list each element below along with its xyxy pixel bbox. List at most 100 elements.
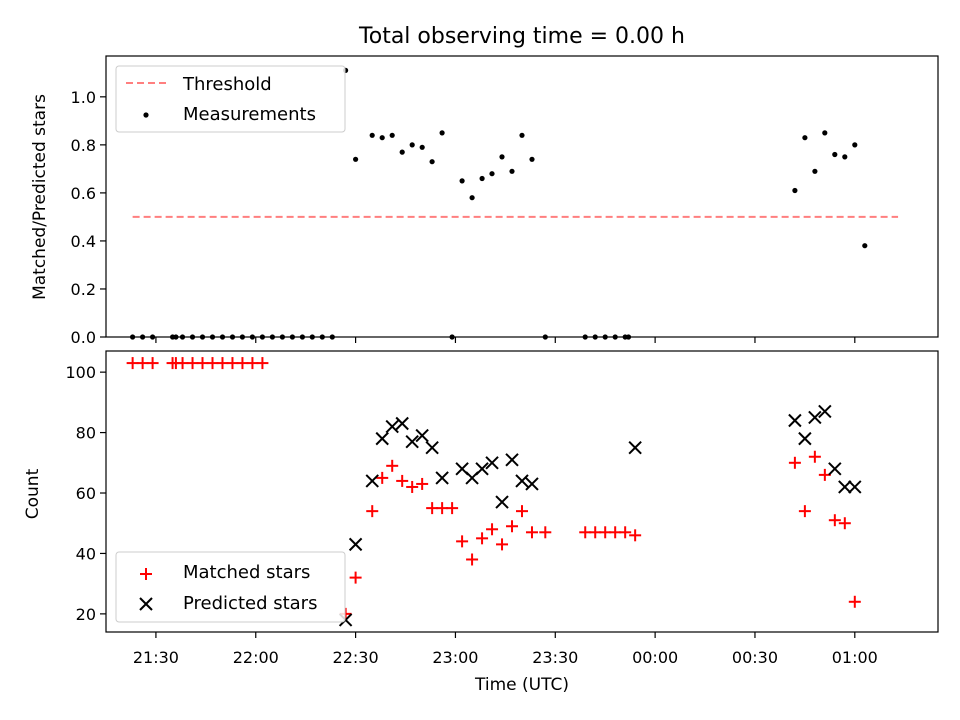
count-panel: 20 40 60 80 100 21:30 22:00 22:30 23:00 23:30 00:… bbox=[23, 350, 939, 695]
measurement-point bbox=[842, 154, 848, 160]
measurement-point bbox=[353, 156, 359, 162]
measurement-point bbox=[419, 144, 425, 150]
matched-star-point bbox=[516, 505, 528, 518]
matched-star-point bbox=[146, 357, 159, 370]
predicted-star-point bbox=[405, 434, 419, 449]
measurement-point bbox=[509, 168, 515, 174]
measurement-point bbox=[439, 130, 445, 136]
matched-star-point bbox=[376, 471, 389, 484]
y-tick-label: 0.2 bbox=[71, 280, 96, 299]
legend-threshold-label: Threshold bbox=[182, 74, 272, 95]
predicted-star-point bbox=[475, 462, 489, 476]
predicted-star-point bbox=[788, 413, 802, 428]
y-tick-label: 100 bbox=[65, 363, 96, 382]
measurement-point bbox=[409, 142, 415, 148]
measurement-point bbox=[812, 168, 818, 174]
x-tick-label: 23:30 bbox=[532, 648, 578, 667]
ratio-legend: Threshold Measurements bbox=[115, 65, 346, 133]
matched-star-point bbox=[838, 517, 851, 530]
predicted-star-point bbox=[818, 404, 832, 419]
measurement-point bbox=[852, 142, 858, 148]
matched-star-point bbox=[818, 468, 831, 481]
x-tick-label: 21:30 bbox=[133, 648, 179, 667]
matched-star-point bbox=[828, 514, 841, 527]
matched-star-point bbox=[396, 474, 409, 487]
predicted-star-point bbox=[628, 440, 642, 455]
measurement-point bbox=[469, 195, 475, 201]
matched-star-point bbox=[476, 532, 489, 545]
predicted-star-point bbox=[375, 431, 389, 446]
matched-star-point bbox=[629, 529, 642, 542]
chart-title: Total observing time = 0.00 h bbox=[358, 24, 685, 49]
count-x-axis-label: Time (UTC) bbox=[474, 675, 569, 695]
x-tick-label: 22:30 bbox=[333, 648, 379, 667]
y-tick-label: 0.0 bbox=[71, 328, 96, 347]
y-tick-label: 80 bbox=[76, 424, 96, 443]
matched-star-point bbox=[256, 357, 269, 370]
matched-star-point bbox=[788, 456, 801, 469]
matched-star-point bbox=[808, 450, 821, 463]
matched-star-point bbox=[386, 459, 399, 472]
measurement-point bbox=[792, 187, 798, 194]
predicted-star-point bbox=[435, 471, 449, 485]
predicted-star-point bbox=[525, 477, 539, 491]
matched-star-point bbox=[496, 538, 509, 551]
x-tick-label: 22:00 bbox=[233, 648, 279, 667]
measurement-point bbox=[429, 159, 435, 165]
y-tick-label: 0.4 bbox=[71, 232, 96, 251]
y-tick-label: 60 bbox=[76, 484, 96, 503]
matched-star-point bbox=[466, 553, 479, 566]
measurement-point bbox=[459, 178, 465, 184]
y-tick-label: 20 bbox=[76, 605, 96, 624]
predicted-star-point bbox=[505, 453, 519, 467]
measurement-point bbox=[802, 135, 808, 141]
measurement-point bbox=[822, 130, 828, 136]
matched-star-point bbox=[525, 526, 538, 539]
matched-star-point bbox=[848, 595, 861, 608]
predicted-star-point bbox=[365, 474, 379, 488]
count-legend: Matched stars Predicted stars bbox=[115, 551, 346, 623]
matched-star-point bbox=[539, 526, 552, 539]
matched-star-point bbox=[349, 571, 362, 584]
measurement-point bbox=[379, 135, 385, 141]
y-tick-label: 0.8 bbox=[71, 136, 96, 155]
matched-star-point bbox=[406, 480, 419, 493]
ratio-legend-box bbox=[115, 65, 346, 133]
legend-measurements-swatch bbox=[143, 112, 149, 118]
predicted-star-point bbox=[385, 419, 399, 434]
legend-predicted-label: Predicted stars bbox=[183, 593, 317, 614]
count-axes-frame bbox=[105, 350, 939, 633]
measurement-point bbox=[832, 151, 838, 158]
matched-star-point bbox=[486, 523, 499, 536]
legend-measurements-label: Measurements bbox=[183, 104, 316, 125]
ratio-axes-frame bbox=[105, 55, 939, 338]
measurement-point bbox=[862, 243, 868, 249]
x-tick-label: 00:30 bbox=[732, 648, 778, 667]
ratio-y-axis-label: Matched/Predicted stars bbox=[30, 94, 50, 300]
measurement-point bbox=[529, 156, 535, 162]
predicted-star-point bbox=[828, 462, 842, 476]
predicted-star-point bbox=[798, 431, 812, 446]
x-tick-label: 23:00 bbox=[432, 648, 478, 667]
count-x-ticks: 21:30 22:00 22:30 23:00 23:30 00:00 00:30 01:00 bbox=[133, 632, 878, 667]
predicted-star-point bbox=[348, 537, 363, 552]
x-tick-label: 00:00 bbox=[632, 648, 678, 667]
measurement-point bbox=[519, 132, 525, 138]
ratio-panel: 0.0 0.2 0.4 0.6 0.8 1.0 Total observing time … bbox=[30, 24, 939, 347]
count-legend-box bbox=[115, 551, 346, 623]
measurement-point bbox=[489, 171, 495, 177]
legend-matched-label: Matched stars bbox=[183, 562, 310, 583]
y-tick-label: 1.0 bbox=[71, 88, 96, 107]
count-y-ticks: 20 40 60 80 100 bbox=[65, 363, 106, 624]
predicted-star-point bbox=[395, 416, 409, 431]
predicted-star-point bbox=[808, 410, 822, 425]
matched-star-point bbox=[446, 502, 459, 515]
matched-star-point bbox=[366, 505, 379, 518]
measurement-point bbox=[499, 154, 505, 160]
measurement-point bbox=[479, 175, 485, 182]
predicted-star-point bbox=[515, 474, 529, 488]
measurement-point bbox=[399, 149, 405, 155]
matched-star-point bbox=[619, 526, 632, 539]
count-y-axis-label: Count bbox=[23, 468, 43, 519]
